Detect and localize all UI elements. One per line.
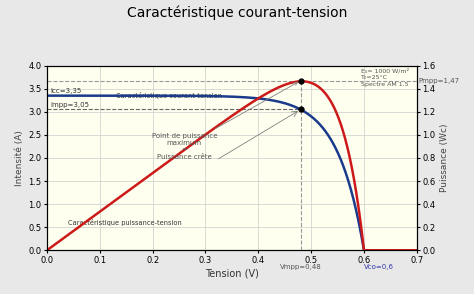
X-axis label: Tension (V): Tension (V)	[205, 269, 259, 279]
Text: Vmpp=0,48: Vmpp=0,48	[280, 264, 321, 270]
Text: Caractéristique puissance-tension: Caractéristique puissance-tension	[68, 219, 182, 226]
Text: Impp=3,05: Impp=3,05	[51, 102, 90, 108]
Text: Caractéristique courant-tension: Caractéristique courant-tension	[127, 6, 347, 20]
Text: Icc=3,35: Icc=3,35	[51, 88, 82, 94]
Text: Point de puissance
maximum
=
Puissance crête: Point de puissance maximum = Puissance c…	[152, 82, 297, 160]
Text: Vco=0,6: Vco=0,6	[364, 264, 394, 270]
Text: E₀= 1000 W/m²
T₀=25°C
Spectre AM 1.5: E₀= 1000 W/m² T₀=25°C Spectre AM 1.5	[361, 68, 410, 87]
Text: Pmpp=1,47: Pmpp=1,47	[418, 78, 459, 83]
Y-axis label: Intensité (A): Intensité (A)	[15, 130, 24, 186]
Text: Caractéristique courant-tension: Caractéristique courant-tension	[116, 92, 222, 99]
Y-axis label: Puissance (Wc): Puissance (Wc)	[440, 124, 449, 192]
